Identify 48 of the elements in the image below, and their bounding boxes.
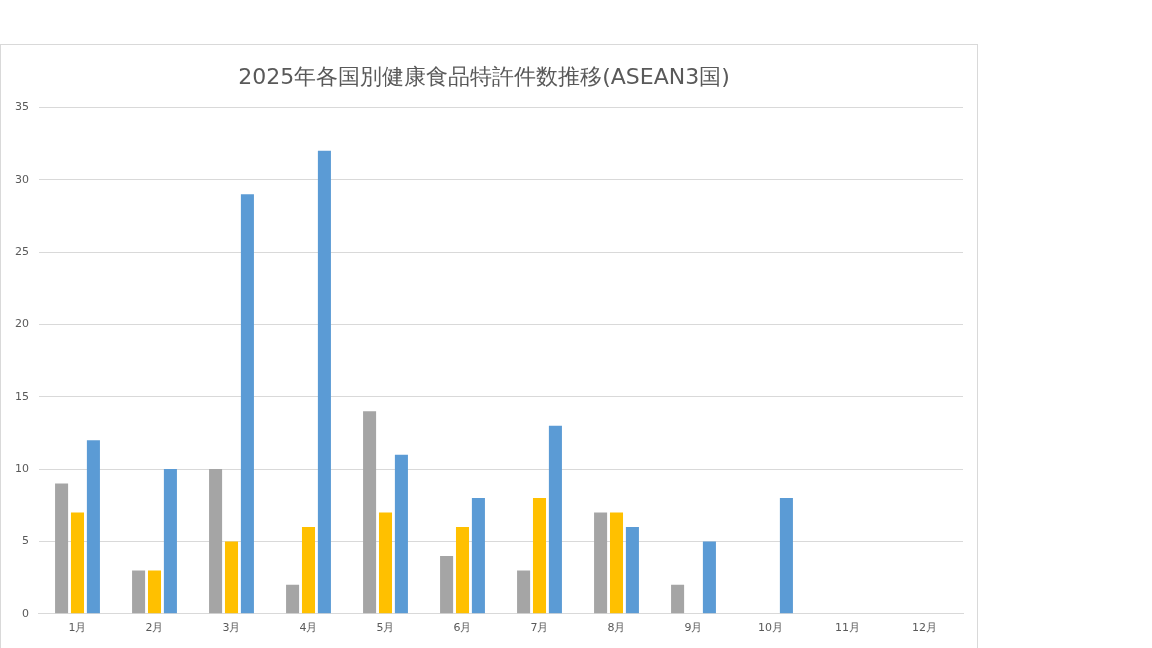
bar: [55, 483, 69, 614]
bar: [517, 570, 531, 614]
bar: [240, 194, 254, 614]
y-tick-label: 10: [15, 461, 29, 475]
bar: [70, 512, 85, 614]
bar: [317, 150, 331, 614]
y-tick-label: 0: [22, 606, 29, 620]
x-tick-label: 5月: [376, 621, 395, 635]
bar: [301, 526, 316, 614]
bar: [147, 570, 162, 614]
x-tick-label: 4月: [299, 621, 318, 635]
bar: [363, 411, 377, 614]
bar: [625, 526, 639, 614]
y-tick-label: 25: [15, 244, 29, 258]
x-tick-label: 12月: [912, 621, 937, 635]
bar: [671, 584, 685, 614]
y-tick-label: 15: [15, 389, 29, 403]
x-tick-label: 11月: [835, 621, 860, 635]
bar: [779, 498, 793, 614]
bar: [471, 498, 485, 614]
y-tick-label: 35: [15, 100, 29, 114]
x-tick-label: 9月: [684, 621, 703, 635]
bar: [455, 526, 470, 614]
bar: [378, 512, 393, 614]
y-tick-label: 30: [15, 172, 29, 186]
x-tick-label: 10月: [758, 621, 783, 635]
x-tick-label: 7月: [530, 621, 549, 635]
bar: [702, 541, 716, 614]
y-tick-label: 5: [22, 534, 29, 548]
bar: [548, 425, 562, 614]
bar: [394, 454, 408, 614]
bar: [532, 498, 547, 614]
y-tick-label: 20: [15, 317, 29, 331]
x-tick-label: 2月: [145, 621, 164, 635]
bar: [594, 512, 608, 614]
bar: [609, 512, 624, 614]
x-tick-label: 8月: [607, 621, 626, 635]
bar: [132, 570, 146, 614]
x-tick-label: 3月: [222, 621, 241, 635]
bar: [209, 469, 223, 614]
x-tick-label: 1月: [68, 621, 87, 635]
bar: [163, 469, 177, 614]
bar: [440, 555, 454, 614]
bar: [286, 584, 300, 614]
bar: [224, 541, 239, 614]
x-tick-label: 6月: [453, 621, 472, 635]
chart-title: 2025年各国別健康食品特許件数推移(ASEAN3国): [238, 63, 730, 89]
bar: [86, 440, 100, 614]
